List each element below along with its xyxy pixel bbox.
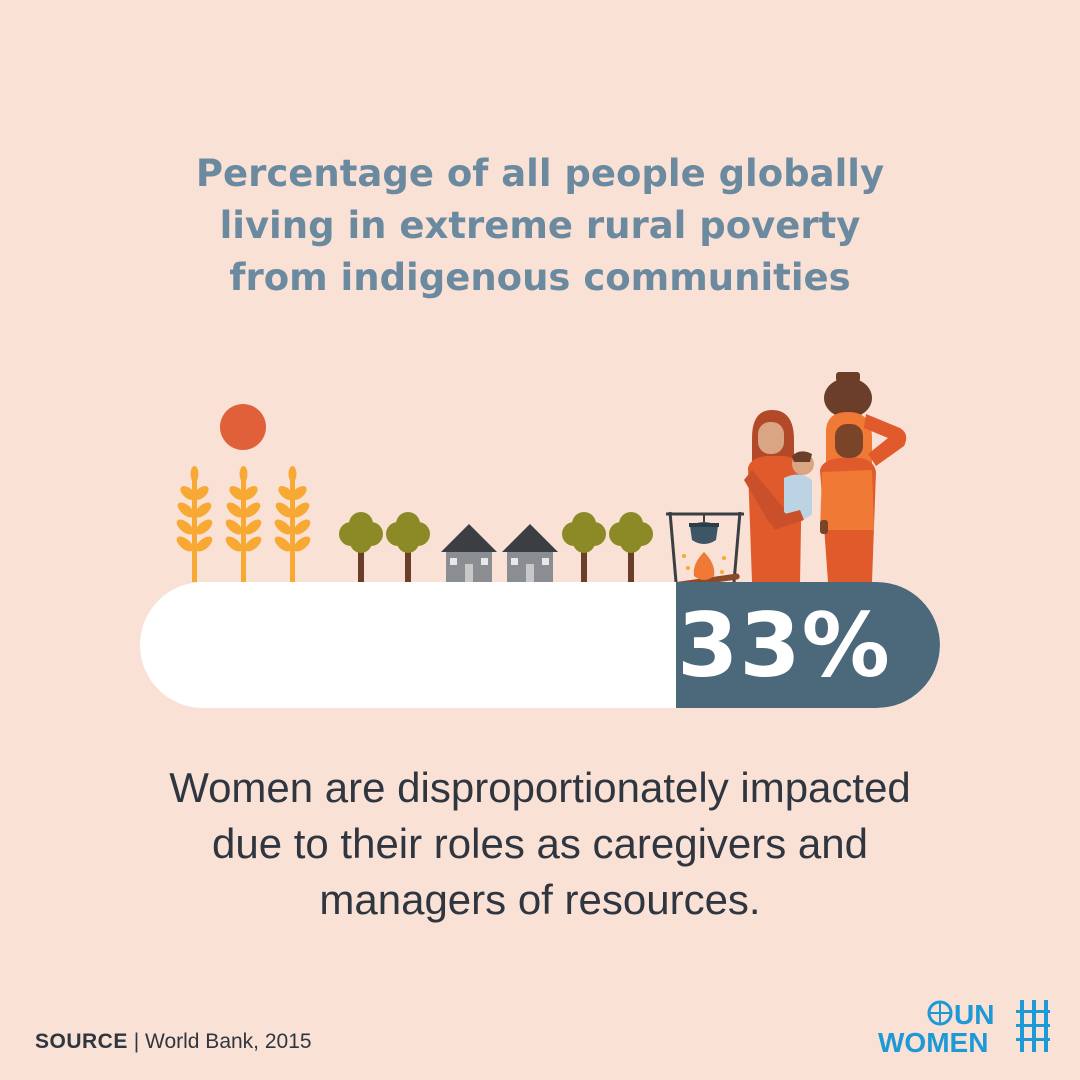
description-line-2: due to their roles as caregivers and (211, 820, 869, 867)
source-citation: SOURCE | World Bank, 2015 (35, 1030, 312, 1054)
logo-line-women: WOMEN (878, 1027, 988, 1056)
page-title: Percentage of all people globally living… (90, 148, 990, 304)
logo-grid-icon (1016, 1000, 1050, 1052)
progress-bar (140, 582, 940, 708)
wheat-icon (274, 466, 311, 582)
un-emblem-icon (927, 1000, 953, 1026)
house-icon (502, 524, 558, 582)
house-icon (441, 524, 497, 582)
woman-with-baby-icon (744, 410, 814, 582)
un-women-logo: UN WOMEN (878, 999, 1050, 1056)
source-label: SOURCE (35, 1030, 128, 1053)
source-text: World Bank, 2015 (145, 1030, 312, 1053)
description-text: Women are disproportionately impacted du… (90, 760, 990, 928)
title-line-3: from indigenous communities (229, 256, 851, 299)
title-line-1: Percentage of all people globally (195, 152, 885, 195)
rural-scene-illustration (176, 372, 907, 589)
cooking-pot-icon (666, 511, 744, 583)
source-separator: | (133, 1030, 140, 1053)
tree-icon (386, 512, 430, 582)
wheat-icon (176, 466, 213, 582)
tree-icon (562, 512, 606, 582)
wheat-icon (225, 466, 262, 582)
logo-line-un: UN (954, 999, 994, 1030)
percentage-value: 33% (677, 593, 891, 697)
title-line-2: living in extreme rural poverty (219, 204, 861, 247)
description-line-1: Women are disproportionately impacted (169, 764, 911, 811)
progress-bar-fill (676, 582, 940, 708)
tree-icon (609, 512, 653, 582)
sun-icon (220, 404, 266, 450)
tree-icon (339, 512, 383, 582)
woman-carrying-pot-icon (820, 372, 907, 582)
description-line-3: managers of resources. (319, 876, 761, 923)
